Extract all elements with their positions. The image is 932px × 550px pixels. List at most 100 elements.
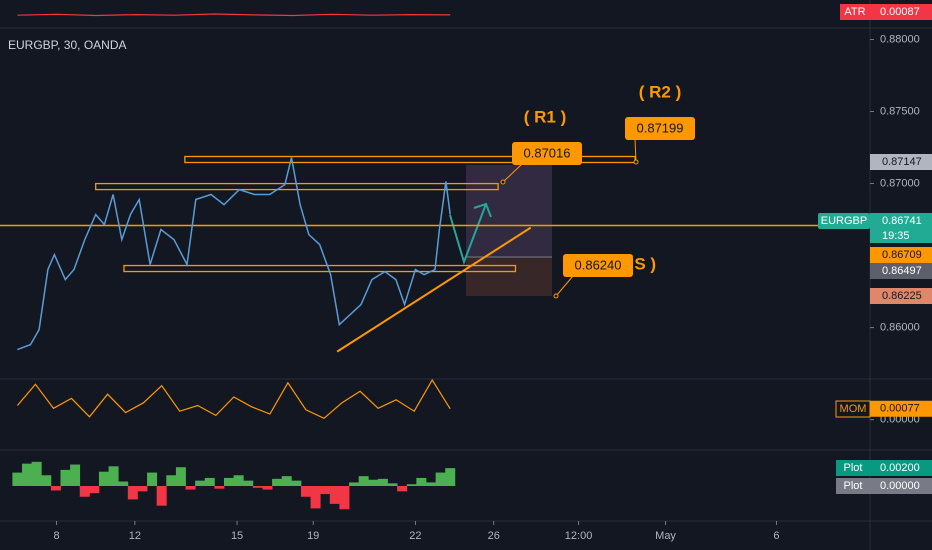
osc-bar (300, 486, 311, 497)
callout-connector (634, 138, 637, 163)
callout-label: 0.87016 (524, 145, 571, 160)
price-line (17, 157, 451, 351)
osc-bar (127, 486, 138, 500)
x-tick-label: May (655, 530, 676, 542)
y-tick-label: 0.87000 (880, 177, 920, 189)
osc-bar (118, 481, 129, 486)
osc-bar (435, 472, 446, 486)
osc-bar (358, 476, 369, 486)
osc-bar (166, 475, 177, 486)
plot-value: 0.00200 (880, 462, 920, 474)
price-tag-box (870, 154, 932, 170)
plot-name: Plot (844, 462, 863, 474)
price-tag-label: 0.86225 (882, 290, 922, 302)
osc-bar (224, 477, 235, 486)
arrow-head (473, 202, 492, 218)
osc-bar (387, 483, 398, 486)
price-tag-box (870, 288, 932, 304)
mom-value-box (870, 400, 932, 417)
callout-connector (555, 275, 574, 297)
osc-bar (445, 468, 456, 486)
osc-bar (214, 486, 225, 489)
osc-bar (108, 466, 119, 486)
osc-bar (425, 482, 436, 486)
osc-bar (137, 486, 148, 492)
x-tick-label: 19 (307, 530, 319, 542)
price-tag-box (870, 247, 932, 263)
plot-name-box (836, 478, 870, 494)
osc-bar (339, 486, 350, 510)
osc-bar (31, 461, 42, 486)
x-tick-label: 26 (488, 530, 500, 542)
plot-name-box (836, 460, 870, 476)
callout-label: 0.86240 (575, 257, 622, 272)
callout-anchor (500, 179, 506, 185)
x-tick-label: 8 (53, 530, 59, 542)
atr-value-box (870, 4, 932, 20)
callout-connector (502, 163, 523, 183)
osc-bar (329, 486, 340, 504)
osc-bar (79, 486, 90, 497)
price-tag-box (870, 263, 932, 279)
atr-name: ATR (844, 6, 865, 18)
x-tick-label: 15 (231, 530, 243, 542)
plot-value-box (870, 478, 932, 494)
atr-line (17, 13, 451, 17)
mom-name: MOM (840, 403, 867, 415)
osc-bar (406, 484, 417, 486)
x-tick-label: 6 (773, 530, 779, 542)
osc-bar (41, 475, 52, 486)
callout-anchor (633, 159, 639, 165)
osc-bar (291, 480, 302, 486)
callout-box (512, 142, 582, 165)
annotation-title: ( R1 ) (524, 107, 567, 126)
level-band (184, 155, 636, 164)
x-tick-label: 22 (409, 530, 421, 542)
osc-bar (349, 482, 360, 486)
osc-bar (272, 478, 283, 486)
osc-bar (310, 486, 321, 509)
trend-line (336, 226, 532, 353)
callout-anchor (553, 293, 559, 299)
osc-bar (156, 486, 167, 506)
price-tag-time: 19:35 (882, 230, 910, 242)
osc-bar (175, 467, 186, 486)
atr-value: 0.00087 (880, 6, 920, 18)
osc-bar (12, 472, 23, 486)
atr-name-box (840, 4, 870, 20)
mom-value: 0.00077 (880, 403, 920, 415)
osc-bar (98, 471, 109, 486)
osc-bar (204, 477, 215, 486)
osc-bar (368, 479, 379, 486)
osc-bar (185, 486, 196, 490)
callout-label: 0.87199 (637, 120, 684, 135)
price-tag-name: EURGBP (821, 215, 867, 227)
price-tag-label: 0.86741 (882, 215, 922, 227)
callout-box (625, 117, 695, 140)
y-tick-label: 0.86000 (880, 321, 920, 333)
osc-bar (70, 464, 81, 486)
price-tag-box (870, 213, 932, 243)
osc-bar (377, 478, 388, 486)
chart-title: EURGBP, 30, OANDA (8, 38, 127, 52)
osc-bar (89, 486, 100, 494)
y-tick-label: 0.88000 (880, 33, 920, 45)
osc-bar (397, 486, 408, 492)
osc-bar (147, 472, 158, 486)
plot-value-box (870, 460, 932, 476)
plot-name: Plot (844, 480, 863, 492)
price-tag-name-box (818, 213, 870, 229)
stop-zone (466, 257, 552, 296)
x-tick-label: 12:00 (565, 530, 593, 542)
osc-bar (233, 475, 244, 486)
target-zone (466, 165, 552, 257)
osc-bar (320, 486, 331, 495)
x-tick-label: 12 (129, 530, 141, 542)
osc-bar (195, 480, 206, 486)
y-tick-label: 0.87500 (880, 105, 920, 117)
plot-value: 0.00000 (880, 480, 920, 492)
osc-bar (22, 463, 33, 486)
price-tag-label: 0.86497 (882, 265, 922, 277)
osc-bar (50, 486, 61, 491)
callout-box (563, 254, 633, 277)
